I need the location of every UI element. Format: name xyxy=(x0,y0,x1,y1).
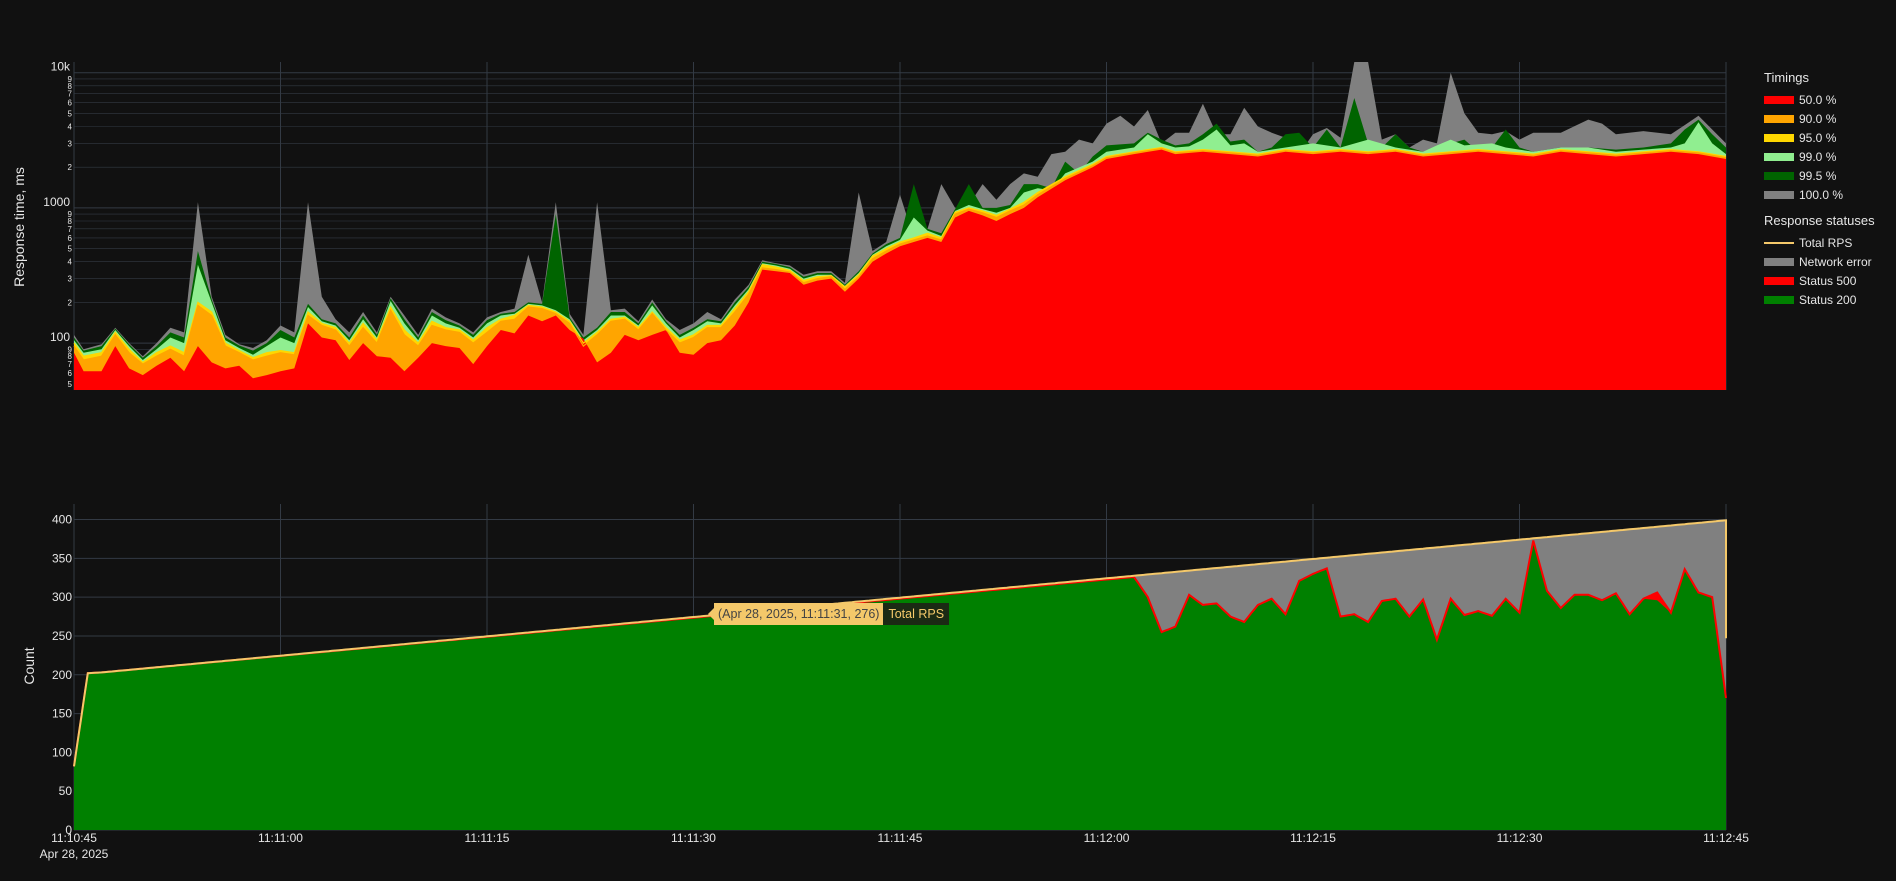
p99-swatch xyxy=(1764,152,1794,161)
legend-item-label: Status 500 xyxy=(1799,273,1857,288)
y-minor-tick-label: 9 xyxy=(68,75,73,84)
x-tick-label: 11:10:45 xyxy=(51,831,97,845)
legend-item-network-error[interactable]: Network error xyxy=(1764,252,1875,271)
legend-item-status-200[interactable]: Status 200 xyxy=(1764,290,1875,309)
y-minor-tick-label: 2 xyxy=(68,163,73,172)
network-error-swatch xyxy=(1764,257,1794,266)
tooltip-value: (Apr 28, 2025, 11:11:31, 276) xyxy=(714,603,884,625)
y-tick-label: 200 xyxy=(52,668,72,682)
legend-item-p90[interactable]: 90.0 % xyxy=(1764,109,1875,128)
y-minor-tick-label: 9 xyxy=(68,210,73,219)
y-minor-tick-label: 7 xyxy=(68,90,73,99)
y-tick-label: 100 xyxy=(50,330,70,344)
legend-item-status-500[interactable]: Status 500 xyxy=(1764,271,1875,290)
legend-item-label: 100.0 % xyxy=(1799,187,1844,202)
status-200-swatch xyxy=(1764,295,1794,304)
x-tick-label: 11:11:00 xyxy=(258,831,303,845)
y-tick-label: 100 xyxy=(52,745,72,759)
p995-swatch xyxy=(1764,171,1794,180)
y-minor-tick-label: 3 xyxy=(68,139,73,148)
legend-item-label: Total RPS xyxy=(1799,235,1853,250)
total-rps-line[interactable] xyxy=(73,519,1727,767)
y-minor-tick-label: 6 xyxy=(68,99,73,108)
y-tick-label: 350 xyxy=(52,551,72,565)
y-minor-tick-label: 5 xyxy=(68,109,73,118)
x-tick-label: 11:12:30 xyxy=(1497,831,1543,845)
legend-item-p50[interactable]: 50.0 % xyxy=(1764,90,1875,109)
p95-area-line xyxy=(73,146,1727,364)
y-minor-tick-label: 7 xyxy=(68,360,73,369)
y-minor-tick-label: 5 xyxy=(68,245,73,254)
legend-item-label: 99.0 % xyxy=(1799,149,1837,164)
count-axis-label: Count xyxy=(21,647,37,684)
y-tick-label: 1000 xyxy=(43,195,70,209)
y-minor-tick-label: 6 xyxy=(68,369,73,378)
y-minor-tick-label: 3 xyxy=(68,275,73,284)
y-minor-tick-label: 8 xyxy=(68,352,73,361)
y-minor-tick-label: 2 xyxy=(68,298,73,307)
legend-timings-title: Timings xyxy=(1764,70,1810,85)
x-tick-label: 11:12:15 xyxy=(1290,831,1336,845)
p100-swatch xyxy=(1764,190,1794,199)
x-tick-label: 11:11:45 xyxy=(878,831,923,845)
p50-swatch xyxy=(1764,95,1794,104)
hover-tooltip: (Apr 28, 2025, 11:11:31, 276) Total RPS xyxy=(708,603,950,625)
y-tick-label: 0 xyxy=(65,823,72,837)
p90-swatch xyxy=(1764,114,1794,123)
y-minor-tick-label: 8 xyxy=(68,82,73,91)
x-axis-date-label: Apr 28, 2025 xyxy=(40,847,109,861)
y-minor-tick-label: 8 xyxy=(68,217,73,226)
y-tick-label: 150 xyxy=(52,707,72,721)
legend-item-total-rps[interactable]: Total RPS xyxy=(1764,233,1875,252)
legend-item-p99[interactable]: 99.0 % xyxy=(1764,147,1875,166)
legend-item-label: Status 200 xyxy=(1799,292,1857,307)
y-tick-label: 300 xyxy=(52,590,72,604)
legend-statuses: Response statuses Total RPS Network erro… xyxy=(1764,213,1875,309)
y-minor-tick-label: 7 xyxy=(68,225,73,234)
y-tick-label: 50 xyxy=(59,784,73,798)
legend-timings: Timings 50.0 % 90.0 % 95.0 % 99.0 % 99.5… xyxy=(1764,70,1875,204)
y-minor-tick-label: 4 xyxy=(68,258,73,267)
x-tick-label: 11:11:15 xyxy=(465,831,510,845)
legend-item-label: 95.0 % xyxy=(1799,130,1837,145)
legend-item-label: Network error xyxy=(1799,254,1872,269)
count-y-axis: 0 50 100 150 200 250 300 350 400 xyxy=(52,513,72,837)
count-areas[interactable] xyxy=(73,519,1727,831)
y-minor-tick-label: 5 xyxy=(68,380,73,389)
response-time-axis-label: Response time, ms xyxy=(11,167,27,287)
p95-swatch xyxy=(1764,133,1794,142)
legend-item-p100[interactable]: 100.0 % xyxy=(1764,185,1875,204)
y-minor-tick-label: 4 xyxy=(68,123,73,132)
tooltip-series-name: Total RPS xyxy=(883,603,950,625)
legend: Timings 50.0 % 90.0 % 95.0 % 99.0 % 99.5… xyxy=(1764,70,1875,318)
tooltip-arrow xyxy=(708,608,714,620)
total-rps-swatch xyxy=(1764,241,1794,244)
response-time-areas[interactable] xyxy=(73,62,1727,391)
y-tick-label: 10k xyxy=(51,60,71,74)
y-minor-tick-label: 9 xyxy=(68,345,73,354)
legend-item-label: 90.0 % xyxy=(1799,111,1837,126)
status-500-swatch xyxy=(1764,276,1794,285)
status-200-area[interactable] xyxy=(74,540,1726,831)
x-tick-label: 11:12:45 xyxy=(1703,831,1749,845)
time-x-axis: 11:10:45 11:11:00 11:11:15 11:11:30 11:11:45… xyxy=(51,831,1749,845)
legend-item-p995[interactable]: 99.5 % xyxy=(1764,166,1875,185)
legend-item-p95[interactable]: 95.0 % xyxy=(1764,128,1875,147)
y-tick-label: 400 xyxy=(52,513,72,527)
p90-area-line xyxy=(73,147,1727,365)
x-tick-label: 11:11:30 xyxy=(671,831,716,845)
p50-area[interactable] xyxy=(74,149,1726,390)
y-minor-tick-label: 6 xyxy=(68,234,73,243)
legend-item-label: 50.0 % xyxy=(1799,92,1837,107)
x-tick-label: 11:12:00 xyxy=(1084,831,1130,845)
y-tick-label: 250 xyxy=(52,629,72,643)
legend-statuses-title: Response statuses xyxy=(1764,213,1875,228)
legend-item-label: 99.5 % xyxy=(1799,168,1837,183)
